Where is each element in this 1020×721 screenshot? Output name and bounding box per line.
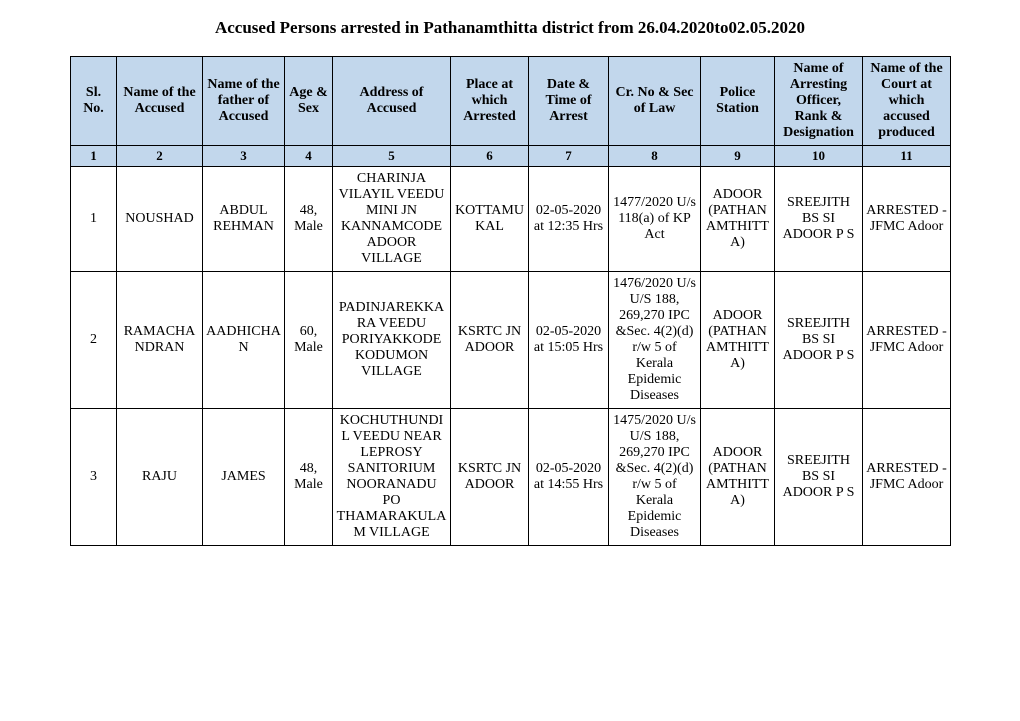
cell-crno: 1477/2020 U/s 118(a) of KP Act [609,167,701,272]
arrest-table: Sl. No. Name of the Accused Name of the … [70,56,951,546]
col-father: Name of the father of Accused [203,57,285,146]
cell-court: ARRESTED - JFMC Adoor [863,167,951,272]
numcell: 1 [71,146,117,167]
col-ps: Police Station [701,57,775,146]
cell-crno: 1475/2020 U/s U/S 188, 269,270 IPC &Sec.… [609,409,701,546]
cell-date: 02-05-2020 at 15:05 Hrs [529,272,609,409]
cell-officer: SREEJITH BS SI ADOOR P S [775,167,863,272]
cell-crno: 1476/2020 U/s U/S 188, 269,270 IPC &Sec.… [609,272,701,409]
col-accused: Name of the Accused [117,57,203,146]
table-row: 3 RAJU JAMES 48, Male KOCHUTHUNDIL VEEDU… [71,409,951,546]
cell-father: JAMES [203,409,285,546]
cell-address: CHARINJA VILAYIL VEEDU MINI JN KANNAMCOD… [333,167,451,272]
cell-accused: RAJU [117,409,203,546]
cell-place: KSRTC JN ADOOR [451,272,529,409]
cell-father: ABDUL REHMAN [203,167,285,272]
table-row: 2 RAMACHANDRAN AADHICHAN 60, Male PADINJ… [71,272,951,409]
table-header: Sl. No. Name of the Accused Name of the … [71,57,951,146]
cell-sl: 1 [71,167,117,272]
cell-ps: ADOOR (PATHANAMTHITTA) [701,409,775,546]
table-row: 1 NOUSHAD ABDUL REHMAN 48, Male CHARINJA… [71,167,951,272]
col-officer: Name of Arresting Officer, Rank & Design… [775,57,863,146]
col-address: Address of Accused [333,57,451,146]
col-crno: Cr. No & Sec of Law [609,57,701,146]
page: Accused Persons arrested in Pathanamthit… [0,0,1020,586]
cell-date: 02-05-2020 at 12:35 Hrs [529,167,609,272]
numcell: 9 [701,146,775,167]
page-title: Accused Persons arrested in Pathanamthit… [70,18,950,38]
numcell: 6 [451,146,529,167]
numcell: 4 [285,146,333,167]
cell-accused: RAMACHANDRAN [117,272,203,409]
cell-agesex: 48, Male [285,167,333,272]
col-place: Place at which Arrested [451,57,529,146]
cell-accused: NOUSHAD [117,167,203,272]
cell-ps: ADOOR (PATHANAMTHITTA) [701,272,775,409]
col-agesex: Age & Sex [285,57,333,146]
col-court: Name of the Court at which accused produ… [863,57,951,146]
cell-court: ARRESTED - JFMC Adoor [863,409,951,546]
col-datetime: Date & Time of Arrest [529,57,609,146]
cell-agesex: 60, Male [285,272,333,409]
cell-ps: ADOOR (PATHANAMTHITTA) [701,167,775,272]
cell-place: KOTTAMUKAL [451,167,529,272]
cell-court: ARRESTED - JFMC Adoor [863,272,951,409]
cell-place: KSRTC JN ADOOR [451,409,529,546]
cell-father: AADHICHAN [203,272,285,409]
numcell: 3 [203,146,285,167]
cell-date: 02-05-2020 at 14:55 Hrs [529,409,609,546]
numcell: 11 [863,146,951,167]
cell-officer: SREEJITH BS SI ADOOR P S [775,272,863,409]
cell-address: KOCHUTHUNDIL VEEDU NEAR LEPROSY SANITORI… [333,409,451,546]
table-number-row: 1 2 3 4 5 6 7 8 9 10 11 [71,146,951,167]
numcell: 2 [117,146,203,167]
cell-agesex: 48, Male [285,409,333,546]
cell-officer: SREEJITH BS SI ADOOR P S [775,409,863,546]
cell-sl: 3 [71,409,117,546]
cell-sl: 2 [71,272,117,409]
col-slno: Sl. No. [71,57,117,146]
numcell: 8 [609,146,701,167]
cell-address: PADINJAREKKARA VEEDU PORIYAKKODE KODUMON… [333,272,451,409]
numcell: 10 [775,146,863,167]
numcell: 5 [333,146,451,167]
numcell: 7 [529,146,609,167]
